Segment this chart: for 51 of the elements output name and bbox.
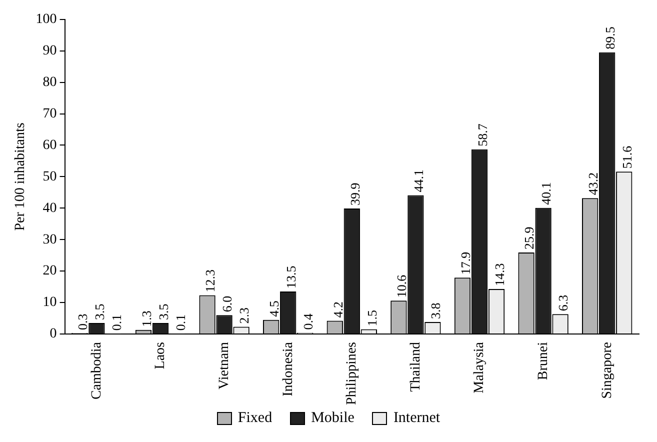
data-label: 0.1	[172, 314, 188, 331]
data-label: 44.1	[411, 170, 426, 192]
data-label: 58.7	[474, 123, 490, 146]
data-label: 3.5	[92, 304, 108, 320]
x-tick-label: Philippines	[344, 342, 360, 406]
data-label: 43.2	[586, 172, 601, 196]
data-label: 6.3	[556, 294, 571, 312]
data-label: 89.5	[602, 26, 618, 50]
data-label: 0.4	[300, 312, 316, 330]
data-label: 1.3	[138, 310, 154, 327]
x-tick-label: Thailand	[408, 342, 424, 392]
x-tick-label: Singapore	[600, 342, 615, 399]
y-tick-label: 90	[42, 44, 57, 59]
y-tick-label: 100	[36, 12, 57, 28]
data-label: 3.5	[156, 304, 171, 320]
x-tick-label: Indonesia	[280, 341, 296, 396]
data-label: 3.8	[428, 302, 444, 320]
x-tick-label: Brunei	[536, 342, 551, 380]
data-label: 13.5	[284, 266, 299, 289]
data-label: 12.3	[202, 270, 218, 292]
legend-label: Fixed	[238, 410, 272, 427]
legend-label: Internet	[393, 410, 440, 427]
data-label: 39.9	[347, 182, 362, 206]
data-label: 1.5	[364, 310, 380, 326]
legend-label: Mobile	[311, 410, 354, 427]
y-axis-title: Per 100 inhabitants	[13, 122, 28, 231]
data-label: 51.6	[620, 145, 635, 169]
y-tick-label: 10	[42, 295, 57, 310]
data-label: 10.6	[394, 274, 410, 298]
y-tick-label: 80	[42, 74, 57, 90]
data-label: 17.9	[458, 252, 473, 275]
data-label: 4.2	[330, 302, 346, 318]
data-label: 2.3	[236, 308, 252, 324]
data-label: 0.1	[109, 314, 124, 331]
y-tick-label: 20	[42, 264, 57, 279]
y-tick-label: 70	[42, 106, 57, 122]
x-tick-label: Cambodia	[89, 341, 104, 400]
data-label: 25.9	[522, 226, 537, 250]
data-label: 0.3	[75, 314, 90, 330]
data-label: 4.5	[266, 300, 282, 317]
y-tick-label: 60	[42, 138, 57, 153]
x-tick-label: Vietnam	[216, 342, 232, 390]
x-tick-label: Malaysia	[472, 341, 488, 394]
data-label: 6.0	[220, 296, 235, 312]
y-tick-label: 50	[42, 169, 57, 184]
y-tick-label: 30	[42, 232, 57, 248]
data-label: 14.3	[492, 263, 507, 286]
y-tick-label: 40	[42, 200, 57, 216]
y-tick-label: 0	[50, 326, 57, 342]
data-label: 40.1	[538, 182, 554, 205]
x-tick-label: Laos	[153, 342, 168, 370]
